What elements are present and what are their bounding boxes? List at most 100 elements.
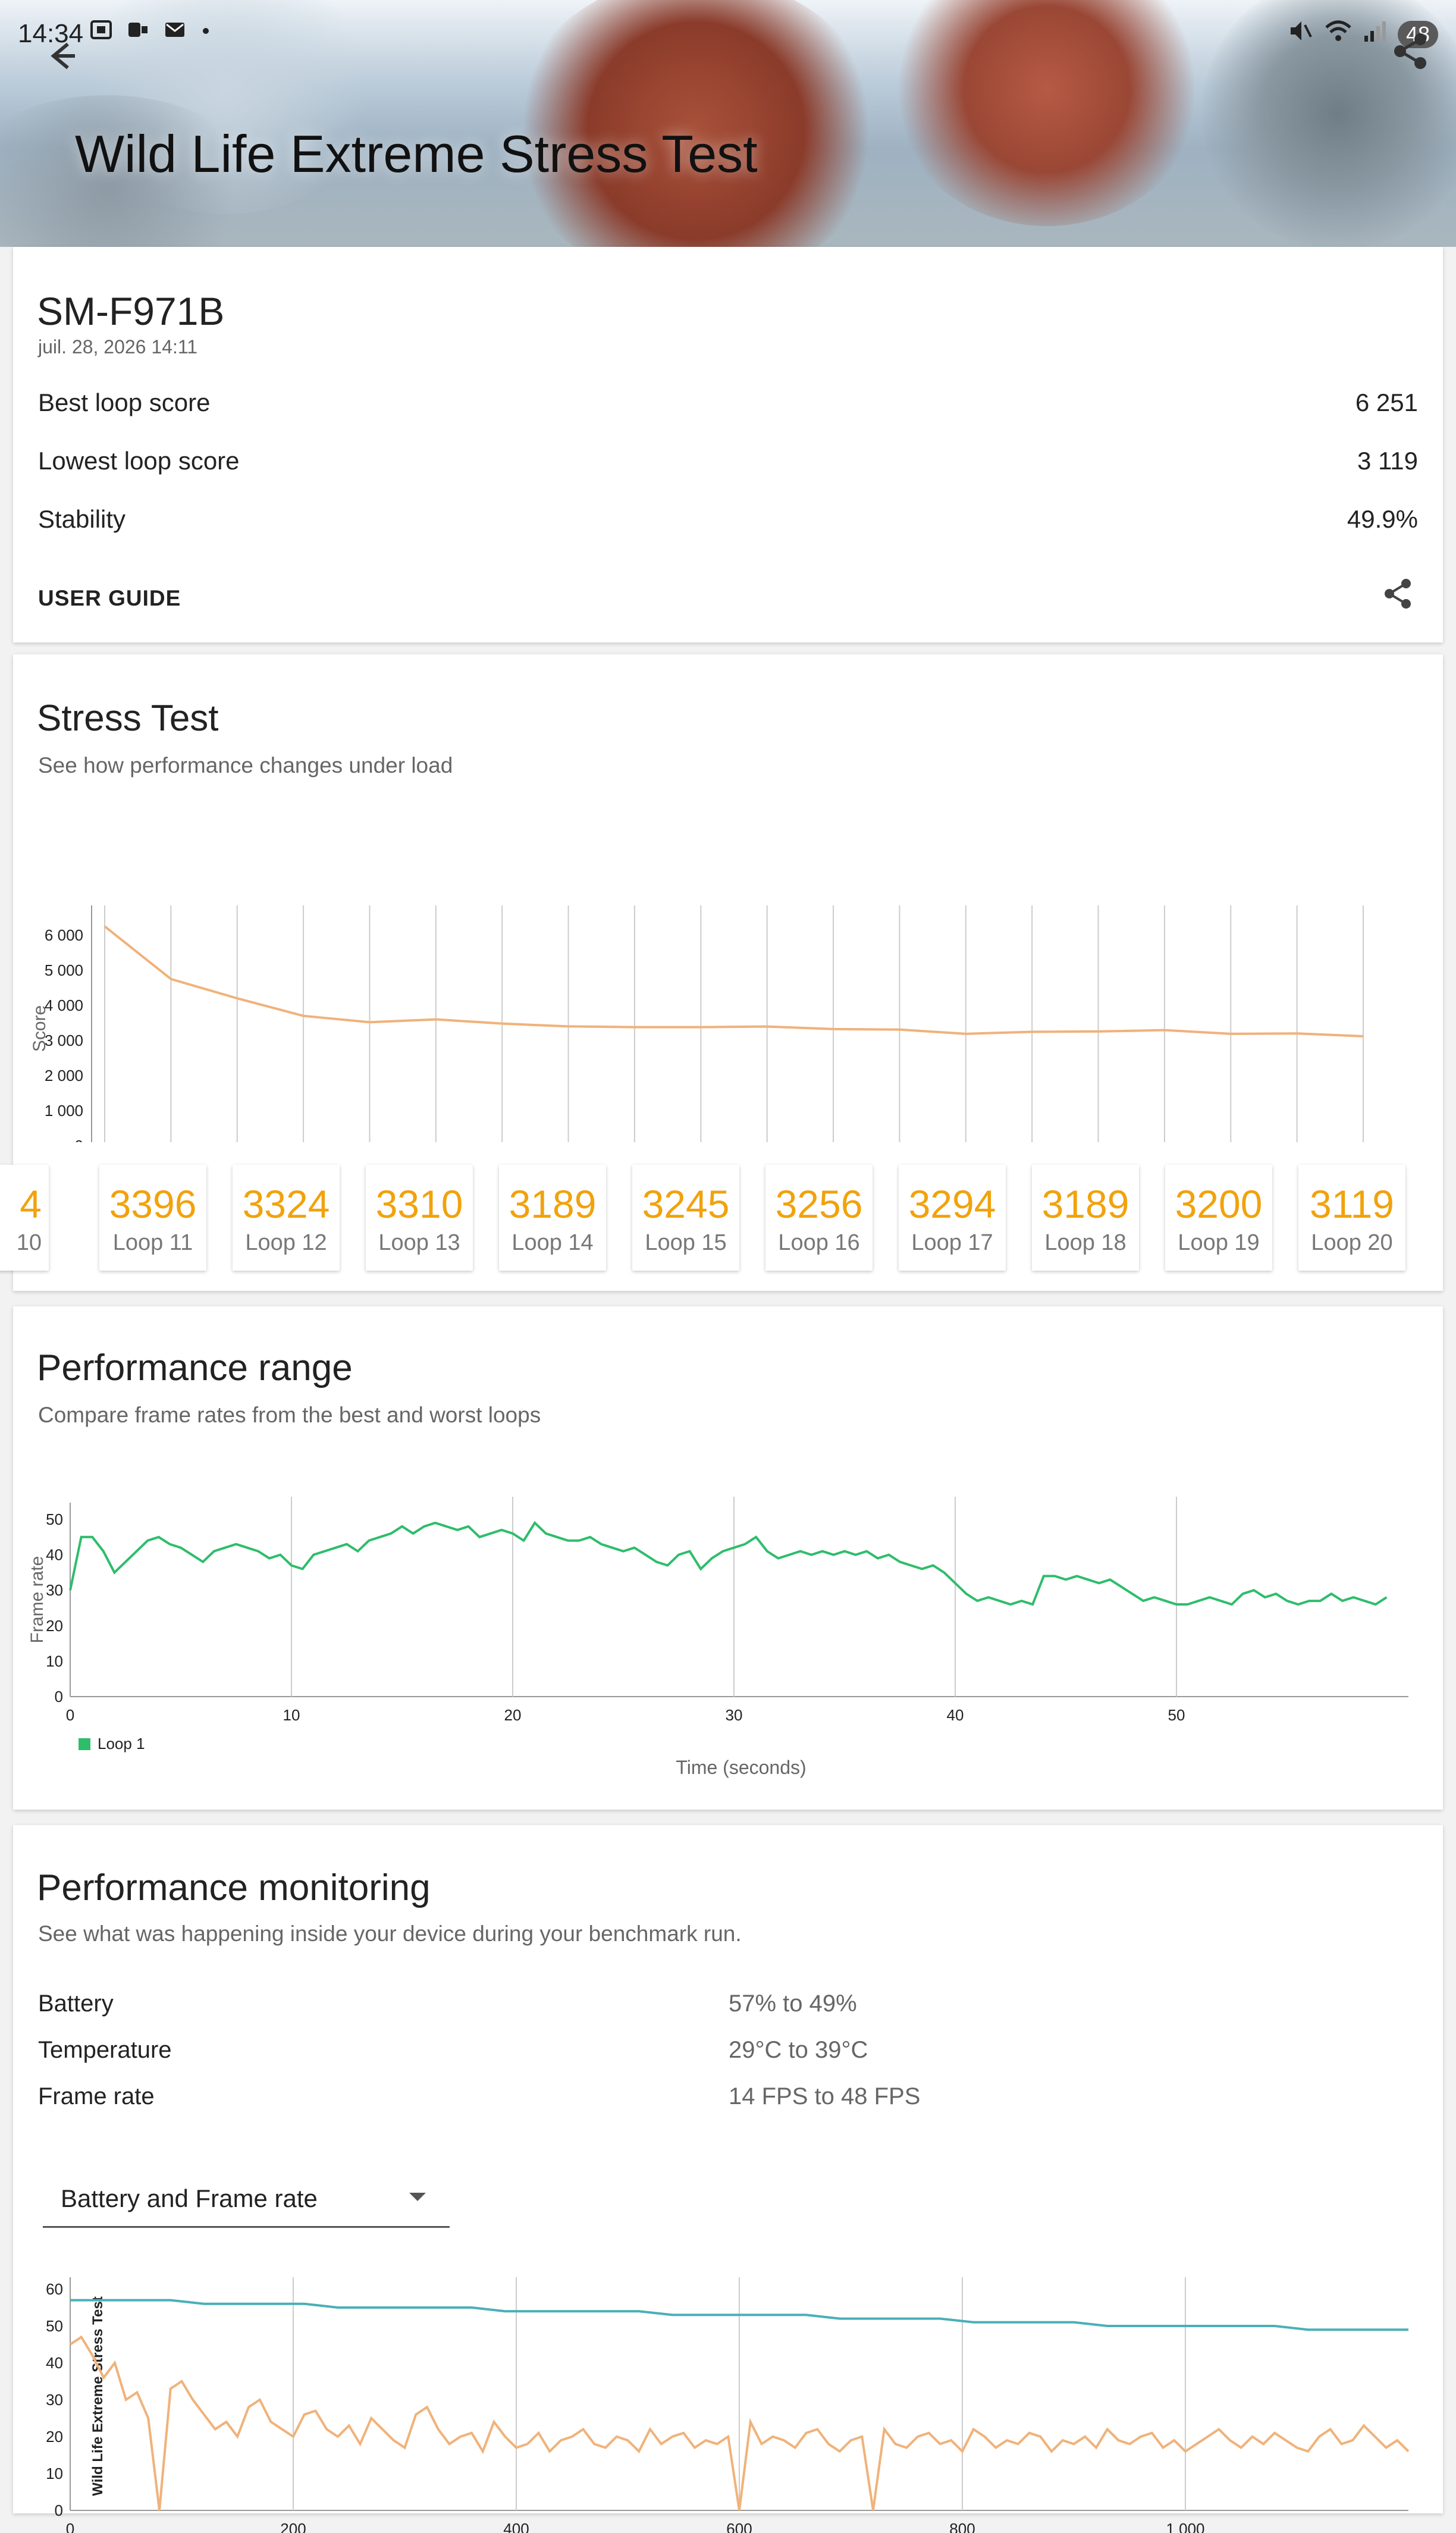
status-time: 14:34 (18, 19, 84, 48)
arrow-back-icon (51, 42, 75, 70)
loop-tile-label: Loop 17 (911, 1230, 993, 1255)
frame-rate-value: 14 FPS to 48 FPS (729, 2083, 921, 2109)
y-tick-label: 0 (75, 1137, 83, 1142)
loop-tile-label: Loop 20 (1311, 1230, 1393, 1255)
loop-tile-label: Loop 19 (1178, 1230, 1260, 1255)
page-title: Wild Life Extreme Stress Test (75, 124, 758, 183)
best-loop-value: 6 251 (1355, 388, 1418, 416)
frame-rate-series-line (69, 2335, 1410, 2511)
stress-test-title: Stress Test (37, 698, 219, 739)
loop-tile-label: Loop 11 (112, 1230, 193, 1255)
loop-tile[interactable]: 3324 Loop 12 (233, 1165, 340, 1271)
loop-tile[interactable]: 3294 Loop 17 (899, 1165, 1006, 1271)
chevron-down-icon (409, 2193, 426, 2201)
temperature-value: 29°C to 39°C (729, 2037, 868, 2063)
loop-tile[interactable]: 3200 Loop 19 (1165, 1165, 1272, 1271)
mute-icon (1287, 18, 1313, 51)
loop-tile-score: 3310 (375, 1182, 463, 1226)
stability-label: Stability (38, 505, 126, 533)
y-tick-label: 40 (46, 2354, 63, 2372)
y-tick-label: 10 (46, 2465, 63, 2482)
loop-tile[interactable]: 3245 Loop 15 (632, 1165, 739, 1271)
y-tick-label: 1 000 (45, 1102, 83, 1120)
screenshot-icon (89, 18, 113, 48)
y-tick-label: 6 000 (45, 926, 83, 944)
loop-tile-score: 3294 (908, 1182, 996, 1226)
banner-art-figure (512, 0, 880, 247)
x-tick-label: 800 (949, 2520, 975, 2533)
y-tick-label: 0 (55, 2501, 63, 2519)
loop-tile[interactable]: 3189 Loop 18 (1032, 1165, 1139, 1271)
loop-tile[interactable]: 3256 Loop 16 (765, 1165, 873, 1271)
loop-tile[interactable]: 3396 Loop 11 (99, 1165, 206, 1271)
x-tick-label: 0 (66, 1706, 74, 1724)
battery-label: Battery (38, 1990, 114, 2017)
loop-tile-label: Loop 15 (645, 1230, 727, 1255)
x-tick-label: 50 (1168, 1706, 1185, 1724)
performance-range-title: Performance range (37, 1347, 353, 1388)
device-name: SM-F971B (37, 289, 225, 333)
loop-tile-label: Loop 13 (378, 1230, 460, 1255)
header-banner: 14:34 48 (0, 0, 1456, 247)
loop-tile-score: 3324 (242, 1182, 330, 1226)
loop-tile-partial[interactable]: 4 10 (0, 1165, 49, 1271)
mail-icon (163, 18, 187, 48)
lowest-loop-label: Lowest loop score (38, 447, 240, 475)
share-button[interactable] (1379, 574, 1418, 613)
annotation-label: Wild Life Extreme Stress Test (90, 2296, 106, 2496)
y-axis-label: Frame rate (27, 1556, 47, 1644)
share-button-top[interactable] (1387, 27, 1435, 75)
x-tick-label: 10 (283, 1706, 300, 1724)
monitoring-chart: 0 200 400 600 800 1 000 0 10 20 30 40 50 60 Wild Life… (46, 2277, 1410, 2533)
frame-rate-series-line (69, 1521, 1388, 1606)
performance-range-subtitle: Compare frame rates from the best and wo… (38, 1403, 541, 1427)
dot-icon (200, 18, 212, 48)
y-tick-label: 40 (46, 1546, 63, 1564)
y-axis-label: Score (30, 1005, 49, 1052)
x-tick-label: 40 (947, 1706, 964, 1724)
frame-rate-chart: 0 10 20 30 40 50 0 10 20 30 40 50 Frame rate Time (se… (27, 1497, 1408, 1778)
stress-test-card: Stress Test See how performance changes … (0, 654, 1443, 1291)
x-tick-label: 600 (726, 2520, 752, 2533)
wifi-icon (1324, 18, 1353, 51)
metric-dropdown-value: Battery and Frame rate (61, 2184, 318, 2212)
y-tick-label: 2 000 (45, 1067, 83, 1084)
loop-tile[interactable]: 3189 Loop 14 (499, 1165, 606, 1271)
banner-art-plant (892, 0, 1201, 226)
battery-value: 57% to 49% (729, 1990, 857, 2017)
y-tick-label: 0 (55, 1688, 63, 1706)
performance-monitoring-subtitle: See what was happening inside your devic… (38, 1921, 742, 1946)
x-tick-label: 30 (726, 1706, 743, 1724)
metric-dropdown[interactable]: Battery and Frame rate (43, 2169, 450, 2228)
x-axis-label: Time (seconds) (676, 1757, 806, 1778)
loop-tiles-strip[interactable]: 4 10 3396 Loop 11 3324 Loop 12 3310 Loop 13… (0, 1165, 1443, 1308)
y-tick-label: 30 (46, 1581, 63, 1599)
loop-tile[interactable]: 3310 Loop 13 (366, 1165, 473, 1271)
notification-icons (89, 18, 212, 48)
legend-label: Loop 1 (98, 1735, 145, 1753)
user-guide-link[interactable]: USER GUIDE (38, 586, 181, 610)
best-loop-label: Best loop score (38, 388, 211, 416)
recording-icon (126, 18, 150, 48)
y-tick-label: 30 (46, 2391, 63, 2409)
x-tick-label: 400 (503, 2520, 529, 2533)
run-date: juil. 28, 2026 14:11 (38, 336, 198, 358)
loop-tile-score: 4 (20, 1182, 42, 1226)
performance-monitoring-title: Performance monitoring (37, 1867, 431, 1908)
status-bar: 14:34 48 (0, 0, 1456, 65)
share-icon (1385, 579, 1411, 609)
y-tick-label: 3 000 (45, 1032, 83, 1049)
x-tick-label: 20 (504, 1706, 522, 1724)
x-tick-label: 0 (66, 2520, 74, 2533)
loop-tile-score: 3245 (642, 1182, 730, 1226)
loop-tile-label: Loop 14 (512, 1230, 594, 1255)
loop-tile-score: 3396 (109, 1182, 197, 1226)
legend-swatch (79, 1738, 90, 1750)
loop-tile[interactable]: 3119 Loop 20 (1298, 1165, 1405, 1271)
temperature-label: Temperature (38, 2037, 172, 2063)
loop-tile-score: 3256 (775, 1182, 863, 1226)
performance-monitoring-card: Performance monitoring See what was happ… (13, 1825, 1443, 2533)
back-button[interactable] (37, 32, 84, 80)
y-tick-label: 4 000 (45, 996, 83, 1014)
y-tick-label: 20 (46, 1617, 63, 1635)
